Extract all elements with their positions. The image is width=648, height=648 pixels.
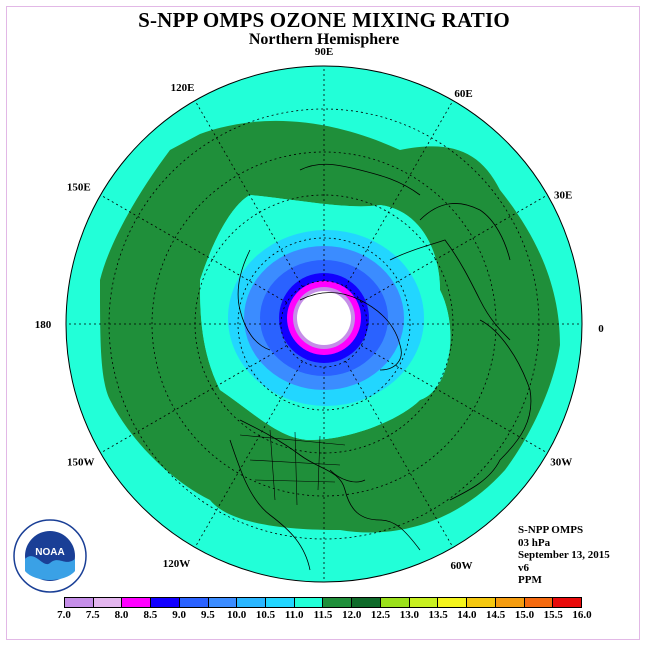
coastlines <box>229 163 532 571</box>
meridian-line <box>194 100 303 287</box>
longitude-label: 150W <box>67 457 95 469</box>
map-boundary <box>65 65 583 583</box>
colorbar-tick-label: 14.5 <box>486 609 506 621</box>
colorbar-swatch <box>151 598 180 607</box>
noaa-logo: NOAA <box>13 519 87 593</box>
graticule <box>66 66 582 582</box>
colorbar-swatch <box>524 598 554 607</box>
colorbar-tick-label: 15.5 <box>543 609 563 621</box>
colorbar-tick-label: 13.5 <box>428 609 448 621</box>
info-instrument: S-NPP OMPS <box>518 524 584 536</box>
colorbar <box>64 597 582 608</box>
colorbar-tick-label: 8.0 <box>114 609 129 621</box>
longitude-label: 30E <box>554 190 572 202</box>
longitude-labels: 90E60E30E030W60W90W120W150W180150E120E <box>35 46 605 610</box>
colorbar-tick-label: 14.0 <box>457 609 477 621</box>
colorbar-swatch <box>237 598 267 607</box>
longitude-label: 60E <box>454 88 472 100</box>
colorbar-tick-label: 15.0 <box>514 609 535 621</box>
colorbar-swatch <box>352 598 381 607</box>
colorbar-tick-label: 9.5 <box>201 609 215 621</box>
colorbar-tick-label: 9.0 <box>172 609 186 621</box>
map-title: S-NPP OMPS OZONE MIXING RATIO <box>138 8 510 32</box>
colorbar-tick-label: 12.0 <box>342 609 362 621</box>
colorbar-swatch <box>122 598 152 607</box>
info-units: PPM <box>518 574 542 586</box>
longitude-label: 0 <box>598 323 604 335</box>
colorbar-swatch <box>438 598 468 607</box>
longitude-label: 150E <box>67 182 91 194</box>
meridian-line <box>100 345 287 454</box>
longitude-label: 60W <box>451 560 473 572</box>
field-polar-cap <box>297 291 351 345</box>
info-date: September 13, 2015 <box>518 549 610 561</box>
colorbar-tick-label: 8.5 <box>143 609 158 621</box>
colorbar-swatch <box>294 598 324 607</box>
longitude-label: 30W <box>550 457 572 469</box>
ozone-field <box>66 66 582 582</box>
info-level: 03 hPa <box>518 536 551 549</box>
colorbar-swatch <box>380 598 410 607</box>
colorbar-tick-label: 13.0 <box>399 609 419 621</box>
meridian-line <box>194 361 303 548</box>
longitude-label: 180 <box>35 319 52 331</box>
colorbar-swatch <box>495 598 525 607</box>
meridian-line <box>345 100 454 287</box>
colorbar-tick-label: 16.0 <box>572 609 592 621</box>
state-boundaries <box>239 429 346 506</box>
info-version: v6 <box>518 561 529 574</box>
map-subtitle: Northern Hemisphere <box>248 31 400 48</box>
colorbar-tick-label: 7.5 <box>85 609 100 621</box>
longitude-label: 120E <box>171 82 195 94</box>
figure-frame <box>6 6 640 640</box>
field-band-11-0 <box>100 120 560 533</box>
meridian-line <box>100 194 287 303</box>
meridian-line <box>361 194 548 303</box>
meridian-line <box>361 345 548 454</box>
colorbar-tick-label: 11.0 <box>284 609 304 621</box>
colorbar-tick-label: 12.5 <box>370 609 391 621</box>
colorbar-swatch <box>179 598 209 607</box>
colorbar-tick-label: 7.0 <box>57 609 71 621</box>
colorbar-swatch <box>409 598 439 607</box>
longitude-label: 90E <box>315 46 333 58</box>
colorbar-swatch <box>65 598 94 607</box>
logo-label: NOAA <box>35 547 64 558</box>
colorbar-swatch <box>208 598 238 607</box>
colorbar-ticks: 7.0 7.5 8.0 8.5 9.0 9.5 10.0 10.5 11.0 11.5 12.0 12… <box>57 609 592 623</box>
meridian-line <box>345 361 454 548</box>
colorbar-swatch <box>323 598 353 607</box>
longitude-label: 120W <box>163 558 191 570</box>
colorbar-tick-label: 10.5 <box>255 609 276 621</box>
colorbar-swatch <box>467 598 496 607</box>
colorbar-swatch <box>553 598 581 607</box>
product-info: S-NPP OMPS 03 hPa September 13, 2015 v6 … <box>518 524 610 587</box>
colorbar-swatch <box>93 598 123 607</box>
colorbar-tick-label: 10.0 <box>227 609 247 621</box>
colorbar-swatch <box>266 598 295 607</box>
colorbar-tick-label: 11.5 <box>313 609 333 621</box>
